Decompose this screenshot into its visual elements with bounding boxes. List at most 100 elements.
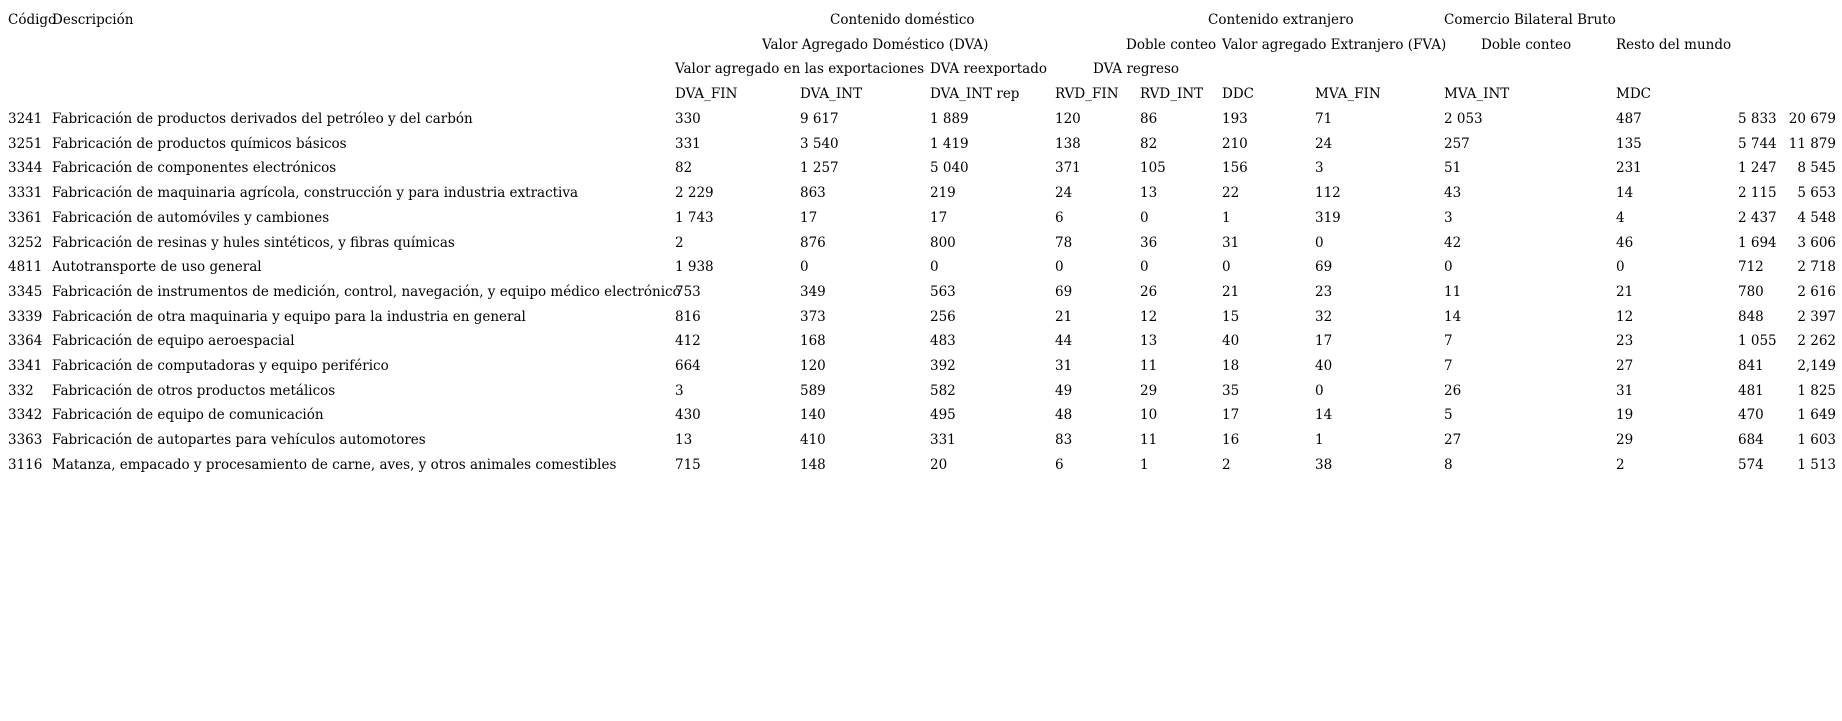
cell-mva-int: 2 053 (1444, 111, 1483, 127)
cell-rvd-int: 82 (1140, 135, 1158, 152)
cell-mva-int: 51 (1444, 160, 1462, 177)
cell-dva-fin: 330 (675, 111, 701, 127)
cell-ddc: 15 (1222, 308, 1240, 325)
cell-codigo: 3116 (8, 456, 43, 473)
cell-mdc: 46 (1616, 234, 1634, 251)
table-row: 3341 Fabricación de computadoras y equipo… (0, 358, 1842, 380)
column-header-mdc: MDC (1616, 86, 1651, 102)
cell-rvd-int: 1 (1140, 456, 1149, 473)
cell-rvd-int: 105 (1140, 160, 1166, 177)
cell-unlabeled-2: 2 262 (1797, 333, 1836, 350)
cell-dva-int-rep: 0 (930, 259, 939, 276)
cell-mva-fin: 69 (1315, 259, 1333, 276)
cell-rvd-fin: 44 (1055, 333, 1073, 350)
cell-dva-int: 3 540 (800, 135, 839, 152)
cell-descripcion: Fabricación de autopartes para vehículos… (52, 432, 426, 449)
table-row: 3364 Fabricación de equipo aeroespacial 41… (0, 333, 1842, 355)
cell-descripcion: Fabricación de resinas y hules sintético… (52, 234, 455, 251)
cell-unlabeled-2: 1 603 (1797, 432, 1836, 449)
cell-mdc: 2 (1616, 456, 1625, 473)
cell-mva-int: 27 (1444, 432, 1462, 449)
cell-unlabeled-1: 2 115 (1738, 185, 1777, 202)
cell-dva-fin: 2 (675, 234, 684, 251)
cell-rvd-int: 86 (1140, 111, 1158, 127)
cell-dva-int: 120 (800, 358, 826, 374)
cell-dva-int-rep: 17 (930, 209, 948, 226)
cell-unlabeled-1: 5 744 (1738, 135, 1777, 152)
cell-ddc: 1 (1222, 209, 1231, 226)
cell-ddc: 40 (1222, 333, 1240, 350)
cell-unlabeled-2: 4 548 (1797, 209, 1836, 226)
cell-mdc: 27 (1616, 358, 1634, 374)
cell-mdc: 23 (1616, 333, 1634, 350)
cell-dva-fin: 430 (675, 407, 701, 424)
cell-unlabeled-1: 5 833 (1738, 111, 1777, 127)
cell-rvd-int: 11 (1140, 432, 1158, 449)
cell-mdc: 231 (1616, 160, 1642, 177)
cell-dva-int-rep: 331 (930, 432, 956, 449)
cell-mva-int: 7 (1444, 333, 1453, 350)
cell-mdc: 19 (1616, 407, 1634, 424)
cell-descripcion: Fabricación de equipo aeroespacial (52, 333, 295, 350)
cell-ddc: 35 (1222, 382, 1240, 399)
cell-dva-int: 9 617 (800, 111, 839, 127)
group-header-doble-conteo-bilateral: Doble conteo (1481, 37, 1572, 53)
cell-unlabeled-2: 11 879 (1788, 135, 1836, 152)
cell-codigo: 332 (8, 382, 34, 399)
cell-codigo: 3344 (8, 160, 43, 177)
cell-rvd-int: 12 (1140, 308, 1158, 325)
cell-mva-int: 26 (1444, 382, 1462, 399)
cell-mdc: 4 (1616, 209, 1625, 226)
cell-rvd-int: 36 (1140, 234, 1158, 251)
cell-mva-fin: 14 (1315, 407, 1333, 424)
cell-unlabeled-1: 712 (1738, 259, 1764, 276)
cell-dva-int: 168 (800, 333, 826, 350)
cell-unlabeled-1: 2 437 (1738, 209, 1777, 226)
cell-dva-int-rep: 20 (930, 456, 948, 473)
cell-mdc: 0 (1616, 259, 1625, 276)
column-header-ddc: DDC (1222, 86, 1254, 102)
cell-codigo: 3339 (8, 308, 43, 325)
table-row: 3344 Fabricación de componentes electróni… (0, 160, 1842, 182)
cell-dva-fin: 664 (675, 358, 701, 374)
cell-unlabeled-1: 574 (1738, 456, 1764, 473)
cell-descripcion: Matanza, empacado y procesamiento de car… (52, 456, 617, 473)
group-header-valor-agregado-exportaciones: Valor agregado en las exportaciones (675, 61, 925, 77)
cell-codigo: 3364 (8, 333, 43, 350)
cell-dva-int: 140 (800, 407, 826, 424)
cell-descripcion: Fabricación de otros productos metálicos (52, 382, 336, 399)
cell-rvd-int: 26 (1140, 283, 1158, 300)
cell-descripcion: Fabricación de maquinaria agrícola, cons… (52, 185, 579, 202)
table-row: 3331 Fabricación de maquinaria agrícola, … (0, 185, 1842, 207)
cell-rvd-int: 29 (1140, 382, 1158, 399)
cell-unlabeled-1: 780 (1738, 283, 1764, 300)
cell-codigo: 3345 (8, 283, 43, 300)
cell-mdc: 14 (1616, 185, 1634, 202)
cell-dva-fin: 715 (675, 456, 701, 473)
cell-rvd-fin: 6 (1055, 456, 1064, 473)
group-header-comercio-bilateral-bruto: Comercio Bilateral Bruto (1444, 12, 1616, 28)
cell-mdc: 135 (1616, 135, 1642, 152)
cell-ddc: 22 (1222, 185, 1240, 202)
cell-unlabeled-1: 1 055 (1738, 333, 1777, 350)
cell-rvd-fin: 49 (1055, 382, 1073, 399)
cell-unlabeled-2: 2,149 (1797, 358, 1836, 374)
cell-unlabeled-1: 1 694 (1738, 234, 1777, 251)
cell-ddc: 156 (1222, 160, 1248, 177)
cell-rvd-int: 0 (1140, 209, 1149, 226)
cell-mva-int: 14 (1444, 308, 1462, 325)
column-header-rvd-fin: RVD_FIN (1055, 86, 1119, 102)
cell-mva-int: 257 (1444, 135, 1470, 152)
cell-dva-fin: 816 (675, 308, 701, 325)
cell-dva-int: 1 257 (800, 160, 839, 177)
cell-dva-int: 148 (800, 456, 826, 473)
cell-dva-fin: 331 (675, 135, 701, 152)
cell-rvd-int: 10 (1140, 407, 1158, 424)
cell-dva-fin: 412 (675, 333, 701, 350)
cell-rvd-fin: 138 (1055, 135, 1081, 152)
cell-mva-int: 0 (1444, 259, 1453, 276)
cell-dva-int-rep: 219 (930, 185, 956, 202)
cell-unlabeled-1: 470 (1738, 407, 1764, 424)
cell-unlabeled-2: 8 545 (1797, 160, 1836, 177)
